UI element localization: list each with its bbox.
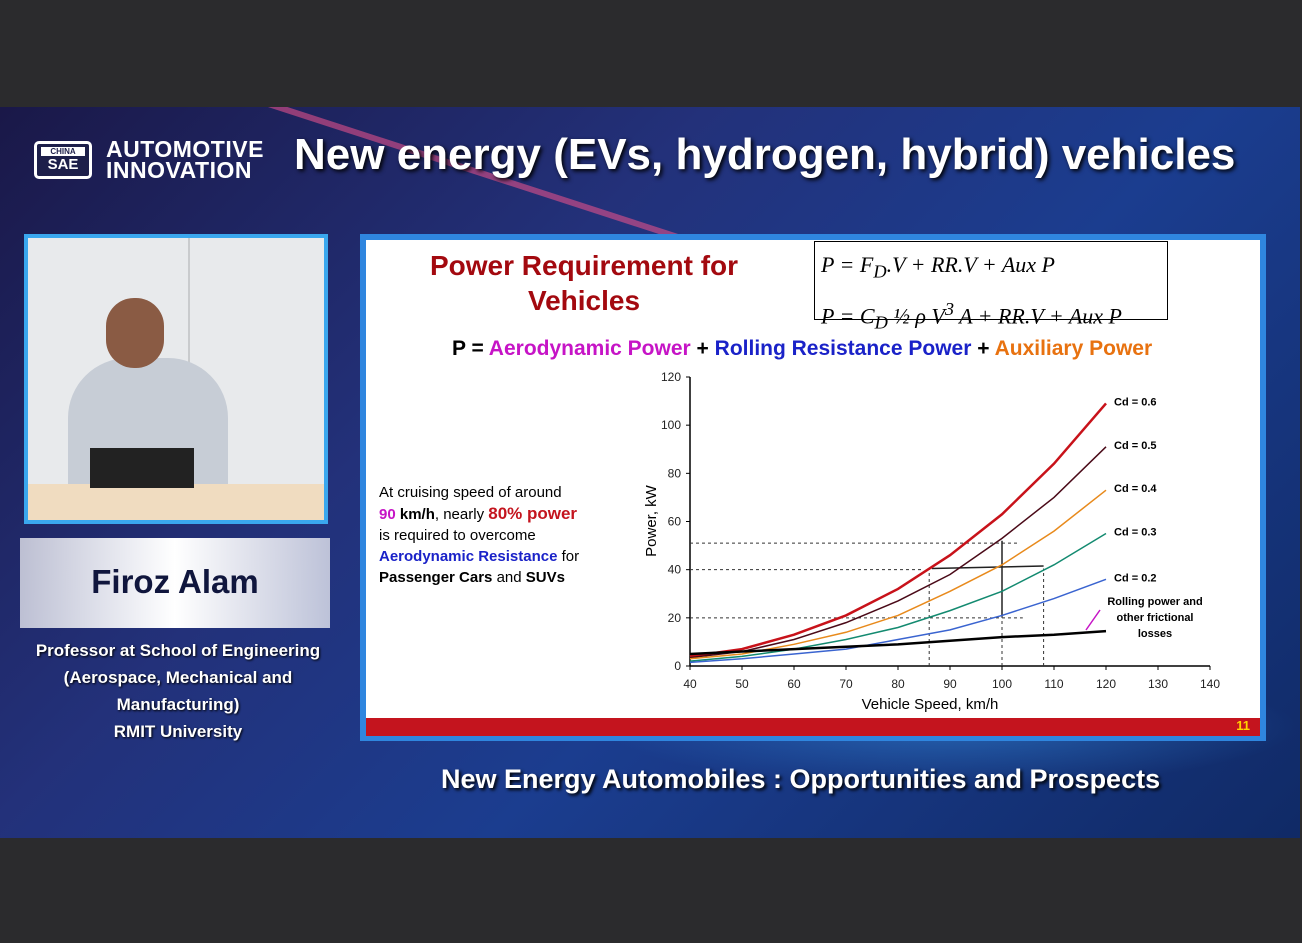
series-label: Cd = 0.2 [1114, 572, 1157, 584]
x-tick-label: 50 [735, 677, 749, 691]
y-tick-label: 40 [668, 563, 682, 577]
slide-title-line: Power Requirement for [429, 250, 739, 281]
series-line [689, 532, 1107, 662]
x-tick-label: 80 [891, 677, 905, 691]
x-tick-label: 110 [1044, 677, 1063, 691]
note-cars: Passenger Cars [379, 569, 493, 586]
y-tick-label: 100 [661, 418, 681, 432]
series-line [689, 402, 1107, 658]
speaker-name: Firoz Alam [91, 563, 259, 600]
formula-plus: + [977, 337, 990, 360]
brand-line2: INNOVATION [106, 157, 252, 183]
equation-2: P = CD ½ ρ V3 A + RR.V + Aux P [821, 299, 1122, 334]
series-line [689, 446, 1107, 659]
formula-aero: Aerodynamic Power [488, 337, 691, 360]
x-axis-label: Vehicle Speed, km/h [862, 696, 999, 713]
y-tick-label: 120 [661, 370, 681, 384]
formula-rolling: Rolling Resistance Power [714, 337, 972, 360]
note-line: is required to overcome [379, 527, 536, 544]
y-axis-label: Power, kW [643, 484, 660, 557]
x-tick-label: 40 [683, 677, 697, 691]
speaker-affiliation: Professor at School of Engineering (Aero… [0, 637, 356, 745]
note-line: At cruising speed of around [379, 484, 562, 501]
x-tick-label: 100 [992, 677, 1012, 691]
video-footer-title: New Energy Automobiles : Opportunities a… [441, 764, 1161, 794]
laptop [90, 448, 194, 488]
note-kmh: km/h [395, 506, 435, 523]
series-label: Cd = 0.5 [1114, 440, 1157, 452]
x-tick-label: 70 [839, 677, 853, 691]
annotation-arrow [1085, 609, 1101, 631]
annotation-text: other frictional [1116, 612, 1193, 624]
slide-footer-bar: 11 [366, 718, 1260, 736]
note-suv: SUVs [525, 569, 565, 586]
x-tick-label: 140 [1200, 677, 1220, 691]
annotation-text: Rolling power and [1107, 596, 1202, 608]
formula-aux: Auxiliary Power [994, 337, 1153, 360]
page-number: 11 [1236, 718, 1250, 733]
brand-name: AUTOMOTIVE INNOVATION [106, 136, 264, 183]
x-tick-label: 130 [1148, 677, 1168, 691]
annotation-text: losses [1138, 628, 1172, 640]
y-tick-label: 60 [668, 515, 682, 529]
affiliation-line: (Aerospace, Mechanical and Manufacturing… [63, 668, 293, 714]
video-title: New energy (EVs, hydrogen, hybrid) vehic… [294, 130, 1236, 179]
slide-title-line: Vehicles [527, 285, 641, 316]
x-tick-label: 90 [943, 677, 957, 691]
formula-p: P = [452, 337, 484, 360]
note-aero: Aerodynamic Resistance [379, 548, 558, 565]
formula-plus: + [696, 337, 709, 360]
x-tick-label: 120 [1096, 677, 1116, 691]
y-tick-label: 20 [668, 611, 682, 625]
brand-line1: AUTOMOTIVE [106, 136, 264, 162]
x-tick-label: 60 [787, 677, 801, 691]
y-tick-label: 0 [674, 659, 681, 673]
slide-title: Power Requirement for Vehicles [366, 248, 802, 318]
note-80: 80% power [488, 504, 578, 523]
speaker-camera [24, 234, 328, 524]
note-text: and [492, 569, 526, 586]
series-label: Cd = 0.3 [1114, 527, 1157, 539]
slide-note: At cruising speed of around 90 km/h, nea… [379, 482, 579, 588]
y-tick-label: 80 [668, 466, 682, 480]
series-label: Cd = 0.6 [1114, 396, 1157, 408]
china-sae-logo: CHINA SAE [34, 141, 92, 179]
range-arrow-h [931, 565, 1044, 570]
affiliation-line: Professor at School of Engineering [35, 641, 321, 660]
note-text: , nearly [434, 506, 489, 523]
note-90: 90 [379, 506, 396, 523]
name-banner [20, 538, 330, 628]
series-line [689, 629, 1107, 656]
equation-box: P = FD.V + RR.V + Aux P P = CD ½ ρ V3 A … [814, 241, 1168, 333]
series-label: Cd = 0.4 [1114, 483, 1157, 495]
affiliation-line: RMIT University [113, 722, 243, 741]
power-formula: P = Aerodynamic Power + Rolling Resistan… [452, 337, 1152, 361]
equation-1: P = FD.V + RR.V + Aux P [821, 252, 1055, 282]
series-line [689, 578, 1107, 664]
note-text: for [557, 548, 580, 565]
